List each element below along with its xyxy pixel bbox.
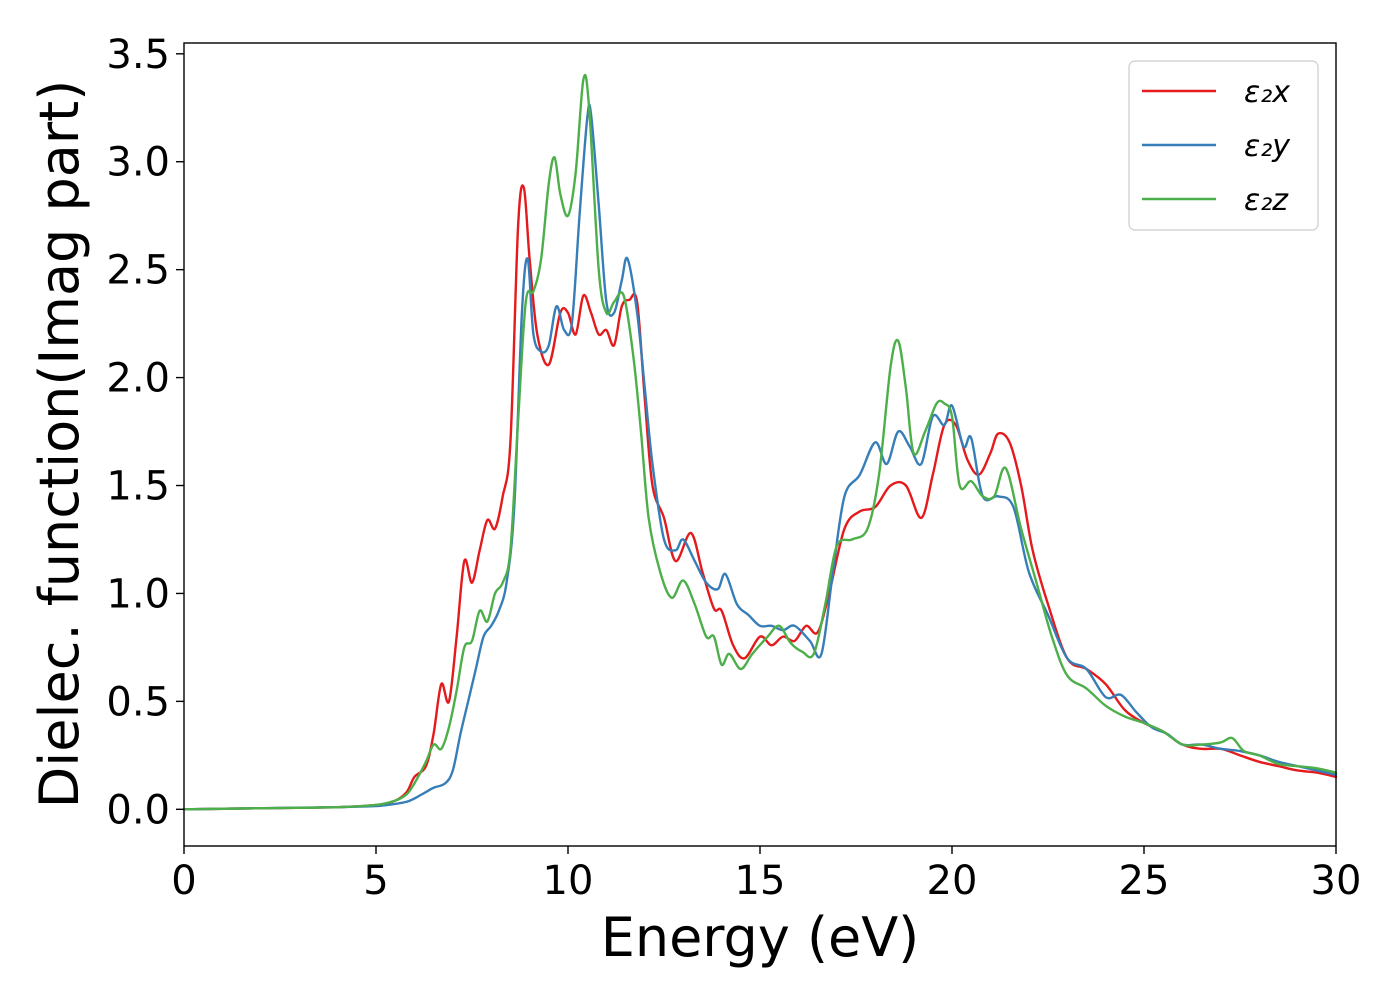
x-tick-label: 0	[171, 858, 196, 904]
y-tick-label: 0.0	[106, 787, 170, 833]
legend: ε₂x ε₂y ε₂z	[1128, 60, 1319, 231]
y-axis-title: Dielec. function(Imag part)	[28, 80, 91, 809]
x-tick-label: 20	[927, 858, 978, 904]
y-tick-label: 3.0	[106, 140, 170, 186]
x-tick-label: 25	[1119, 858, 1170, 904]
y-tick-label: 2.5	[106, 248, 170, 294]
series-layer	[182, 73, 1338, 811]
x-tick-label: 5	[363, 858, 388, 904]
y-tick-label: 3.5	[106, 32, 170, 78]
legend-label: ε₂z	[1244, 183, 1289, 218]
legend-label: ε₂y	[1244, 129, 1291, 164]
y-tick-label: 0.5	[106, 679, 170, 725]
y-tick-label: 1.0	[106, 571, 170, 617]
series-line-2	[182, 103, 1338, 811]
x-axis-ticks: 0 5 10 15 20 25 30	[171, 846, 1361, 904]
y-tick-label: 2.0	[106, 356, 170, 402]
x-axis-title: Energy (eV)	[601, 906, 920, 969]
x-tick-label: 10	[543, 858, 594, 904]
legend-label: ε₂x	[1244, 75, 1290, 110]
y-tick-label: 1.5	[106, 464, 170, 510]
y-axis-ticks: 0.0 0.5 1.0 1.5 2.0 2.5 3.0 3.5	[106, 32, 184, 833]
legend-box	[1128, 60, 1319, 231]
series-line-3	[182, 73, 1338, 811]
x-tick-label: 30	[1311, 858, 1362, 904]
x-tick-label: 15	[735, 858, 786, 904]
